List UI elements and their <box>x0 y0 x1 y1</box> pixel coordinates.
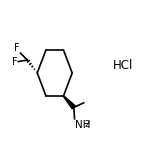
Text: NH: NH <box>74 120 90 130</box>
Text: F: F <box>12 57 17 67</box>
Text: F: F <box>14 43 20 53</box>
Text: 2: 2 <box>85 120 90 129</box>
Polygon shape <box>63 96 75 109</box>
Text: HCl: HCl <box>113 59 133 72</box>
